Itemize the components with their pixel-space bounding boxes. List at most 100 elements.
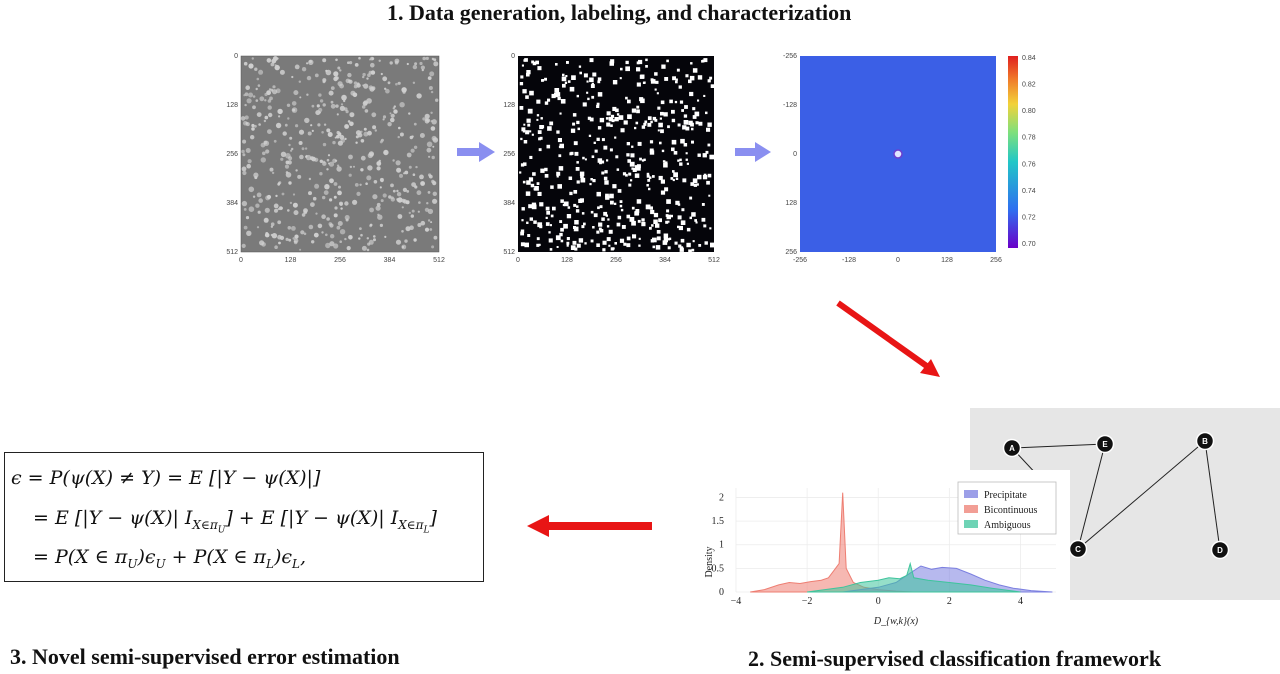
particle (707, 143, 711, 147)
particle (242, 139, 247, 144)
particle (432, 191, 437, 196)
particle (586, 91, 589, 94)
particle (329, 198, 333, 202)
particle (660, 129, 664, 134)
particle (424, 207, 429, 212)
particle (330, 86, 335, 90)
particle (344, 124, 349, 129)
axis-tick-label: 0 (793, 151, 797, 158)
particle (321, 231, 324, 234)
particle (577, 127, 580, 131)
particle (615, 108, 619, 113)
particle (298, 129, 305, 135)
particle (653, 212, 659, 218)
particle (537, 66, 542, 71)
particle (382, 118, 385, 121)
particle (265, 149, 270, 154)
particle (576, 205, 579, 208)
axis-tick-label: 512 (503, 249, 515, 256)
particle (370, 70, 376, 75)
particle (304, 147, 308, 150)
particle (347, 120, 351, 123)
particle (256, 77, 260, 81)
particle (637, 141, 642, 146)
particle (336, 225, 341, 230)
particle (527, 108, 533, 114)
particle (330, 234, 335, 239)
particle (268, 88, 272, 91)
particle (374, 129, 377, 132)
particle (308, 224, 314, 230)
particle (632, 234, 637, 239)
particle (433, 58, 437, 62)
particle (255, 99, 259, 102)
particle (649, 140, 654, 144)
particle (252, 105, 256, 110)
particle (277, 108, 283, 115)
particle (295, 169, 298, 172)
particle (243, 225, 248, 230)
particle (363, 131, 369, 137)
particle (660, 100, 665, 105)
particle (258, 123, 261, 126)
axis-tick-label: 0 (239, 257, 243, 264)
particle (397, 135, 400, 139)
particle (538, 148, 542, 152)
particle (692, 240, 695, 243)
particle (363, 100, 369, 106)
particle (605, 117, 609, 120)
particle (590, 210, 594, 214)
particle (270, 62, 275, 67)
particle (413, 145, 418, 149)
particle (529, 130, 532, 133)
particle (311, 104, 315, 108)
particle (246, 163, 251, 169)
formula-line-3: = P(X ∈ πU)ϵU + P(X ∈ πL)ϵL, (33, 546, 307, 571)
particle (692, 115, 697, 119)
particle (246, 230, 252, 236)
particle (428, 174, 433, 179)
particle (598, 227, 602, 231)
particle (416, 190, 422, 196)
particle (541, 79, 545, 82)
particle (675, 80, 678, 84)
density-y-tick: 0.5 (712, 563, 725, 574)
particle (243, 61, 248, 66)
particle (408, 211, 411, 215)
particle (567, 80, 571, 83)
particle (303, 232, 307, 236)
particle (620, 67, 623, 71)
red-diagonal-arrow (836, 300, 940, 377)
particle (299, 154, 304, 160)
particle (382, 115, 387, 119)
graph-network: A E B C D (1002, 431, 1230, 560)
density-y-tick: 1.5 (712, 516, 725, 527)
particle (599, 229, 604, 233)
particle (379, 186, 382, 189)
particle (402, 199, 408, 204)
particle (665, 214, 669, 217)
particle (620, 128, 625, 133)
particle (656, 92, 659, 95)
particle (570, 245, 576, 250)
axis-tick-label: 256 (785, 249, 797, 256)
particle (539, 125, 544, 130)
particle (392, 107, 395, 110)
particle (430, 90, 434, 94)
legend-label: Ambiguous (984, 520, 1031, 531)
particle (570, 128, 576, 133)
particle (291, 226, 296, 231)
particle (272, 89, 278, 95)
particle (681, 208, 685, 212)
particle (284, 123, 288, 127)
particle (555, 63, 558, 66)
particle (254, 124, 257, 128)
axis-tick-label: 384 (503, 200, 515, 207)
particle (675, 177, 679, 180)
particle (371, 112, 377, 118)
particle (255, 203, 260, 208)
particle (303, 208, 308, 214)
particle (646, 174, 650, 178)
particle (655, 80, 659, 84)
particle (248, 186, 255, 193)
